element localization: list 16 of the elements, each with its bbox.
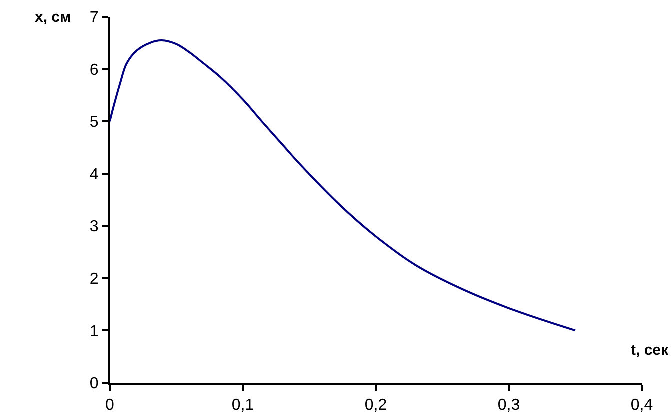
y-tick-label: 2 <box>90 271 99 288</box>
y-axis-title: x, см <box>35 9 72 26</box>
y-tick-label: 6 <box>90 62 99 79</box>
x-tick-label: 0,4 <box>630 397 654 414</box>
x-tick-label: 0,1 <box>232 397 254 414</box>
y-tick-label: 0 <box>90 376 99 393</box>
y-tick-label: 5 <box>90 114 99 132</box>
x-tick-label: 0,3 <box>498 397 520 414</box>
line-series <box>110 40 576 332</box>
x-axis-title: t, сек <box>631 342 670 359</box>
y-tick-label: 7 <box>90 10 99 27</box>
y-tick-label: 1 <box>90 323 99 340</box>
y-tick-label: 4 <box>90 166 99 184</box>
x-tick-label: 0 <box>106 397 115 414</box>
y-tick-label: 3 <box>90 218 99 236</box>
x-tick-label: 0,2 <box>364 397 388 414</box>
